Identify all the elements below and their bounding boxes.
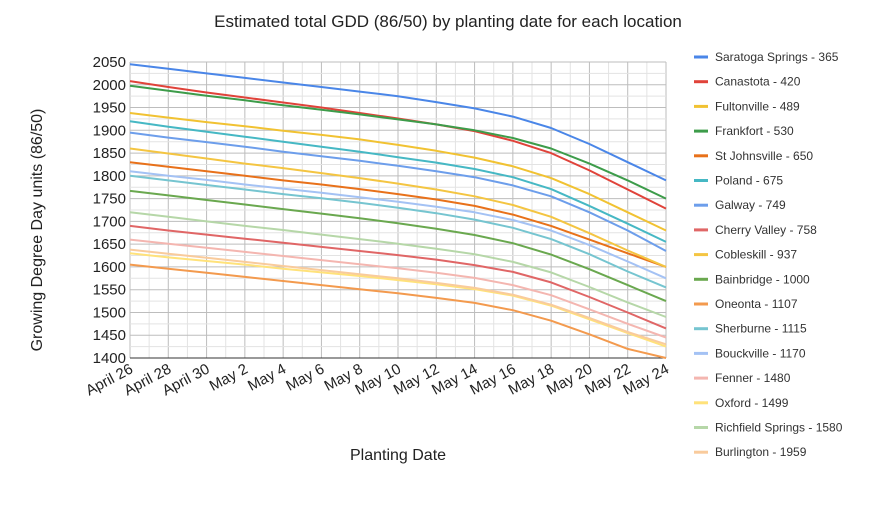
- series-lines: [129, 63, 667, 359]
- legend-label: Cherry Valley - 758: [715, 223, 817, 237]
- y-tick-label: 1400: [93, 350, 126, 367]
- series-line: [129, 174, 667, 289]
- y-tick-labels: 1400 1450 1500 1550 1600 1650 1700 1750 1800 1850…: [93, 54, 126, 367]
- legend-label: Bainbridge - 1000: [715, 272, 810, 286]
- series-line: [129, 211, 667, 318]
- series-line: [129, 120, 667, 243]
- series-line: [129, 84, 667, 200]
- legend-label: Canastota - 420: [715, 75, 801, 89]
- y-tick-label: 1550: [93, 282, 126, 299]
- y-tick-label: 1950: [93, 100, 126, 117]
- y-tick-label: 1900: [93, 122, 126, 139]
- y-tick-label: 2050: [93, 54, 126, 71]
- legend-label: Fenner - 1480: [715, 371, 791, 385]
- y-tick-label: 1750: [93, 191, 126, 208]
- y-tick-label: 1800: [93, 168, 126, 185]
- legend-label: Frankfort - 530: [715, 124, 794, 138]
- series-line: [129, 238, 667, 339]
- legend-label: Oxford - 1499: [715, 396, 789, 410]
- y-tick-label: 1600: [93, 259, 126, 276]
- chart-title: Estimated total GDD (86/50) by planting …: [214, 12, 682, 31]
- legend-label: Cobleskill - 937: [715, 248, 797, 262]
- legend-label: St Johnsville - 650: [715, 149, 813, 163]
- series-line: [129, 170, 667, 280]
- legend-label: Galway - 749: [715, 198, 786, 212]
- series-line: [129, 248, 667, 346]
- series-line: [129, 131, 667, 252]
- legend-label: Saratoga Springs - 365: [715, 50, 839, 64]
- series-line: [129, 263, 667, 359]
- legend: Saratoga Springs - 365 Canastota - 420 Ful…: [694, 50, 843, 459]
- y-tick-label: 1450: [93, 327, 126, 344]
- y-tick-label: 1650: [93, 236, 126, 253]
- y-tick-label: 1500: [93, 304, 126, 321]
- legend-label: Oneonta - 1107: [715, 297, 798, 311]
- series-line: [129, 112, 667, 232]
- legend-label: Poland - 675: [715, 174, 783, 188]
- legend-label: Richfield Springs - 1580: [715, 421, 843, 435]
- y-axis-title: Growing Degree Day units (86/50): [29, 109, 46, 352]
- series-line: [129, 63, 667, 182]
- x-tick-label: May 6: [283, 361, 327, 395]
- y-tick-label: 1850: [93, 145, 126, 162]
- y-tick-label: 1700: [93, 213, 126, 230]
- x-tick-label: May 4: [245, 361, 289, 395]
- series-line: [129, 189, 667, 303]
- series-line: [129, 147, 667, 268]
- y-tick-label: 2000: [93, 77, 126, 94]
- legend-label: Sherburne - 1115: [715, 322, 807, 336]
- legend-label: Fultonville - 489: [715, 99, 800, 113]
- series-line: [129, 161, 667, 268]
- series-line: [129, 252, 667, 348]
- series-line: [129, 224, 667, 330]
- x-axis-title: Planting Date: [350, 447, 446, 464]
- legend-label: Bouckville - 1170: [715, 346, 806, 360]
- x-tick-label: May 2: [207, 361, 251, 395]
- legend-label: Burlington - 1959: [715, 445, 807, 459]
